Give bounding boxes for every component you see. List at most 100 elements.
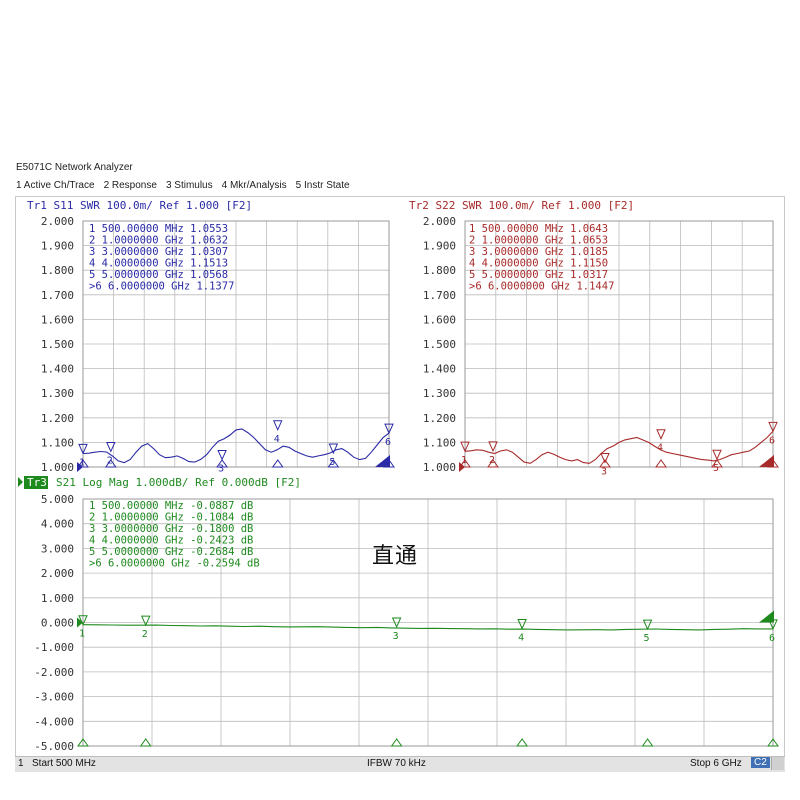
menu-active-ch-trace[interactable]: 1 Active Ch/Trace: [16, 180, 95, 191]
menu-bar: 1 Active Ch/Trace 2 Response 3 Stimulus …: [16, 180, 350, 194]
trace2-ytick-label: 1.100: [423, 436, 456, 449]
trace2-stimulus-marker: [767, 459, 779, 468]
trace1-marker-3: [217, 449, 227, 461]
trace1-stimulus-marker: [216, 459, 229, 468]
trace3-ytick-label: 3.000: [41, 542, 74, 555]
menu-instr-state[interactable]: 5 Instr State: [295, 180, 350, 191]
trace3-stimulus-marker: [641, 738, 654, 747]
trace1-ytick-label: 1.400: [41, 363, 74, 376]
trace3-ref-left-icon: [77, 617, 83, 628]
trace3-marker-3: [391, 617, 402, 629]
trace3-stimulus-marker: [77, 738, 89, 747]
trace2-ytick-label: 1.500: [423, 338, 456, 351]
trace2-ytick-label: 1.400: [423, 363, 456, 376]
trace1-ytick-label: 1.000: [41, 461, 74, 474]
trace2-marker-label: 4: [657, 443, 663, 454]
trace1-ytick-label: 1.500: [41, 338, 74, 351]
trace1-marker-5: [328, 443, 339, 455]
trace2-marker-6: [768, 421, 778, 433]
trace1-marker-label: 4: [274, 434, 280, 445]
trace1-ytick-label: 1.800: [41, 264, 74, 277]
trace2-marker-label: 5: [713, 463, 719, 474]
stop-frequency[interactable]: Stop 6 GHz: [690, 758, 742, 769]
trace2-marker-table: 1 500.00000 MHz 1.0643 2 1.0000000 GHz 1…: [469, 223, 614, 293]
trace3-stimulus-marker: [390, 738, 403, 747]
trace2-marker-5: [712, 449, 722, 461]
trace2-stimulus-marker: [655, 459, 667, 468]
trace1-marker-label: 3: [218, 463, 224, 474]
trace3-ytick-label: 0.000: [41, 617, 74, 630]
trace1-marker-label: 1: [79, 457, 85, 468]
trace2-ytick-label: 2.000: [423, 215, 456, 228]
trace2-stimulus-marker: [487, 459, 499, 468]
trace3-stimulus-marker: [516, 738, 529, 747]
trace2-header: Tr2 S22 SWR 100.0m/ Ref 1.000 [F2]: [409, 199, 634, 212]
trace1-marker-4: [272, 420, 283, 432]
trace3-stimulus-marker: [139, 738, 152, 747]
trace1-ytick-label: 1.600: [41, 313, 74, 326]
marker-table-row: 2 1.0000000 GHz -0.1084 dB: [89, 512, 253, 524]
channel-number: 1: [18, 758, 24, 769]
marker-table-row: 2 1.0000000 GHz 1.0632: [89, 235, 228, 247]
trace1-header: Tr1 S11 SWR 100.0m/ Ref 1.000 [F2]: [27, 199, 252, 212]
trace1-marker-2: [106, 441, 116, 453]
trace3-chart: 5.000 4.000 3.000 2.000 1.000 0.000 -1.000 -2.0…: [18, 476, 779, 753]
trace3-ytick-label: -3.000: [34, 691, 74, 704]
trace1-chart: 2.000 1.900 1.800 1.700 1.600 1.500 1.400 1.300…: [27, 199, 395, 474]
marker-table-row: 2 1.0000000 GHz 1.0653: [469, 235, 608, 247]
marker-table-row: >6 6.0000000 GHz -0.2594 dB: [89, 558, 260, 570]
trace1-marker-table: 1 500.00000 MHz 1.0553 2 1.0000000 GHz 1…: [89, 223, 234, 293]
trace3-marker-4: [517, 618, 527, 630]
trace2-marker-4: [656, 429, 666, 440]
annotation-text: 直通: [372, 543, 419, 568]
trace2-ytick-label: 1.200: [423, 412, 456, 425]
marker-table-row: 1 500.00000 MHz 1.0643: [469, 223, 608, 235]
ifbw-setting[interactable]: IFBW 70 kHz: [367, 758, 426, 769]
trace3-marker-label: 1: [79, 629, 85, 640]
trace3-header: S21 Log Mag 1.000dB/ Ref 0.000dB [F2]: [56, 476, 301, 489]
trace1-ytick-label: 1.300: [41, 387, 74, 400]
trace3-marker-label: 3: [393, 631, 399, 642]
marker-table-row: >6 6.0000000 GHz 1.1377: [89, 281, 234, 293]
marker-table-row: 3 3.0000000 GHz 1.0307: [89, 246, 228, 258]
marker-table-row: 1 500.00000 MHz 1.0553: [89, 223, 228, 235]
trace2-marker-2: [488, 441, 498, 453]
trace3-marker-label: 6: [769, 633, 775, 644]
trace3-marker-table: 1 500.00000 MHz -0.0887 dB 2 1.0000000 G…: [89, 500, 260, 570]
trace1-ytick-label: 1.700: [41, 289, 74, 302]
trace3-ref-right-icon: [759, 610, 774, 623]
trace2-stimulus-marker: [599, 459, 611, 468]
trace1-marker-1: [78, 443, 88, 455]
trace3-ytick-label: -5.000: [34, 740, 74, 753]
active-trace-arrow-icon: [18, 477, 23, 487]
trace1-ytick-label: 1.900: [41, 240, 74, 253]
trace3-ytick-label: -1.000: [34, 641, 74, 654]
trace3-ytick-label: 1.000: [41, 592, 74, 605]
marker-table-row: 3 3.0000000 GHz -0.1800 dB: [89, 523, 253, 535]
trace1-marker-6: [384, 423, 394, 435]
trace1-frame: [82, 220, 390, 468]
status-scroll-handle[interactable]: [771, 757, 784, 770]
menu-response[interactable]: 2 Response: [103, 180, 157, 191]
trace1-stimulus-marker: [271, 459, 284, 468]
trace1-trace-line: [82, 428, 390, 464]
trace1-marker-label: 5: [329, 457, 335, 468]
menu-stimulus[interactable]: 3 Stimulus: [165, 180, 213, 191]
trace3-marker-2: [140, 615, 151, 627]
marker-table-row: 4 4.0000000 GHz 1.1513: [89, 258, 228, 270]
start-frequency[interactable]: Start 500 MHz: [32, 758, 96, 769]
trace1-ytick-label: 1.100: [41, 436, 74, 449]
trace1-stimulus-marker: [327, 459, 340, 468]
trace2-ytick-label: 1.600: [423, 313, 456, 326]
trace1-ytick-label: 2.000: [41, 215, 74, 228]
trace3-ytick-label: -2.000: [34, 666, 74, 679]
trace3-marker-label: 5: [644, 633, 650, 644]
trace1-marker-label: 6: [385, 437, 391, 448]
calibration-badge: C2: [751, 757, 770, 768]
menu-mkr-analysis[interactable]: 4 Mkr/Analysis: [221, 180, 287, 191]
trace2-trace-line: [464, 430, 774, 464]
trace3-ytick-label: -4.000: [34, 715, 74, 728]
trace3-marker-1: [78, 615, 88, 626]
marker-table-row: >6 6.0000000 GHz 1.1447: [469, 281, 614, 293]
trace3-ytick-label: 2.000: [41, 567, 74, 580]
